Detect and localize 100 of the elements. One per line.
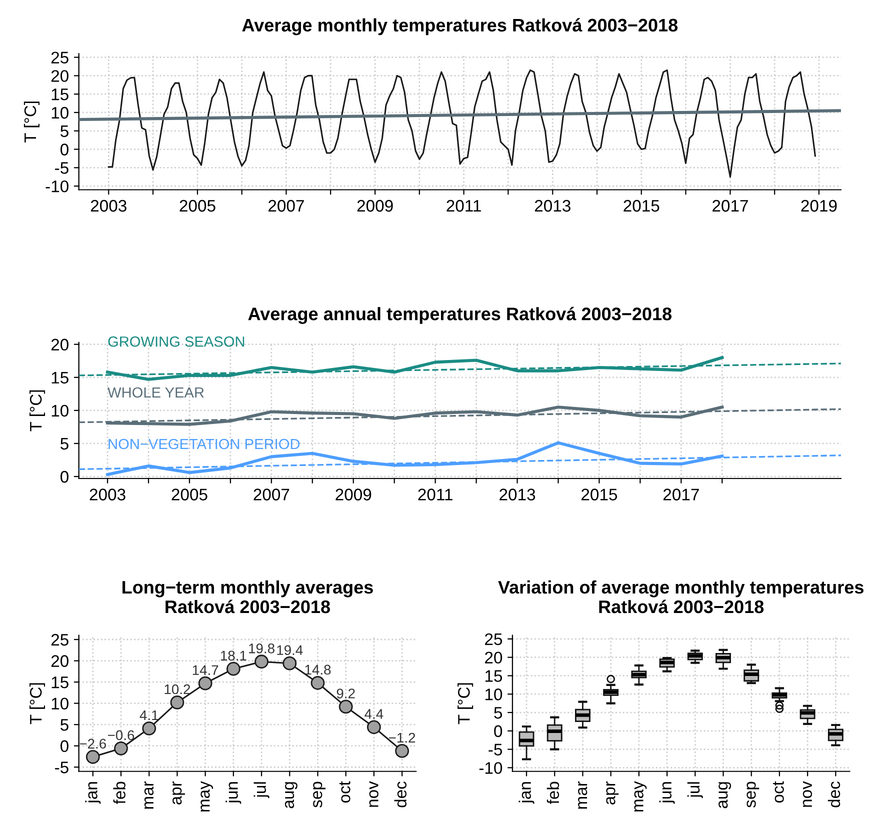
y-tick-label: 0 — [60, 470, 68, 483]
point — [395, 744, 409, 758]
y-tick-label: 10 — [52, 698, 68, 710]
chart-title: Long−term monthly averages Ratková 2003−2018 — [122, 580, 373, 614]
x-tick-label: 2017 — [712, 200, 748, 212]
y-tick-label: 5 — [494, 707, 502, 719]
data-label: 14.8 — [305, 664, 331, 675]
x-tick-label: oct — [339, 781, 350, 803]
x-tick-label: sep — [746, 782, 760, 808]
y-tick-label: 20 — [485, 652, 502, 664]
x-tick-label: 2011 — [446, 200, 481, 212]
y-tick-label: 5 — [60, 125, 68, 138]
point — [367, 720, 381, 734]
point — [86, 750, 100, 764]
x-tick-label: apr — [172, 781, 185, 804]
data-label: 4.1 — [140, 710, 158, 720]
point — [170, 696, 184, 710]
chart-title: Variation of average monthly temperatures Ratková 2003−2018 — [498, 580, 864, 614]
x-tick-label: dec — [394, 782, 407, 808]
point — [198, 676, 212, 690]
y-tick-label: 15 — [52, 372, 68, 384]
x-tick-label: 2015 — [582, 488, 618, 500]
x-tick-label: 2007 — [254, 488, 290, 500]
y-tick-label: 25 — [51, 634, 68, 646]
point — [114, 741, 128, 756]
x-tick-label: 2011 — [418, 488, 452, 500]
data-label: 18.1 — [220, 650, 246, 661]
point — [226, 662, 240, 676]
x-tick-label: 2015 — [624, 200, 660, 212]
y-tick-label: -5 — [55, 162, 68, 174]
y-axis-title: T [°C] — [29, 390, 46, 432]
y-tick-label: 15 — [485, 670, 502, 682]
y-tick-label: 10 — [485, 688, 502, 700]
data-label: −0.6 — [108, 730, 134, 740]
chart-title: Average monthly temperatures Ratková 2003−2018 — [242, 18, 678, 36]
x-tick-label: jun — [659, 782, 675, 804]
y-tick-label: 0 — [60, 144, 68, 156]
data-label: 9.2 — [336, 688, 355, 698]
point — [254, 654, 268, 669]
x-tick-label: 2003 — [90, 200, 126, 212]
x-tick-label: 2005 — [172, 488, 208, 500]
x-tick-label: 2013 — [500, 488, 536, 500]
x-tick-label: mar — [144, 781, 154, 809]
x-tick-label: 2019 — [801, 200, 837, 212]
x-tick-label: nov — [802, 781, 812, 807]
chart-title: Average annual temperatures Ratková 2003−2018 — [248, 306, 672, 324]
x-tick-label: may — [634, 781, 647, 812]
x-tick-label: 2009 — [357, 200, 393, 212]
x-tick-label: sep — [313, 782, 326, 808]
x-tick-label: aug — [718, 782, 732, 808]
point — [338, 700, 353, 714]
x-tick-label: mar — [578, 781, 588, 809]
x-tick-label: 2013 — [534, 200, 570, 212]
point — [142, 721, 156, 736]
x-tick-label: oct — [772, 781, 784, 803]
y-tick-label: -5 — [488, 744, 502, 756]
y-tick-label: 0 — [60, 740, 68, 752]
y-tick-label: 5 — [60, 438, 68, 450]
point — [282, 656, 297, 670]
x-tick-label: 2017 — [663, 488, 699, 500]
series-label: NON−VEGETATION PERIOD — [108, 438, 300, 450]
y-tick-label: -5 — [55, 762, 68, 774]
line-series — [108, 69, 816, 178]
x-tick-label: jul — [254, 782, 270, 798]
x-tick-label: 2007 — [268, 200, 304, 212]
x-tick-label: 2009 — [336, 488, 372, 500]
y-tick-label: 15 — [52, 676, 68, 688]
y-tick-label: 15 — [52, 88, 68, 100]
y-tick-label: 25 — [51, 52, 68, 64]
data-label: 4.4 — [364, 709, 384, 719]
y-tick-label: 0 — [494, 725, 502, 738]
y-tick-label: 20 — [51, 70, 68, 82]
data-label: 19.8 — [249, 644, 274, 654]
y-axis-title: T [°C] — [458, 683, 474, 724]
data-label: 10.2 — [164, 684, 190, 694]
y-axis-title: T [°C] — [29, 683, 46, 724]
x-tick-label: jan — [85, 782, 101, 804]
x-tick-label: 2003 — [90, 488, 126, 500]
x-tick-label: jun — [226, 782, 242, 804]
x-tick-label: aug — [284, 782, 298, 808]
x-tick-label: feb — [546, 782, 560, 804]
y-tick-label: 25 — [485, 633, 502, 646]
data-label: 14.7 — [192, 665, 218, 675]
x-tick-label: apr — [606, 781, 619, 804]
y-tick-label: 10 — [52, 106, 68, 119]
x-tick-label: jul — [687, 782, 703, 798]
y-tick-label: 20 — [51, 338, 68, 351]
x-tick-label: 2005 — [180, 200, 216, 212]
data-label: −1.2 — [389, 732, 416, 743]
x-tick-label: jan — [518, 782, 534, 804]
y-tick-label: 20 — [51, 655, 68, 667]
x-tick-label: feb — [113, 782, 126, 804]
y-tick-label: -10 — [479, 762, 502, 774]
series-label: WHOLE YEAR — [108, 387, 204, 398]
y-tick-label: 10 — [52, 404, 68, 417]
x-tick-label: may — [200, 781, 214, 812]
data-label: −2.6 — [80, 738, 106, 749]
data-label: 19.4 — [277, 645, 303, 656]
series-label: GROWING SEASON — [108, 336, 244, 347]
x-tick-label: dec — [828, 782, 840, 808]
